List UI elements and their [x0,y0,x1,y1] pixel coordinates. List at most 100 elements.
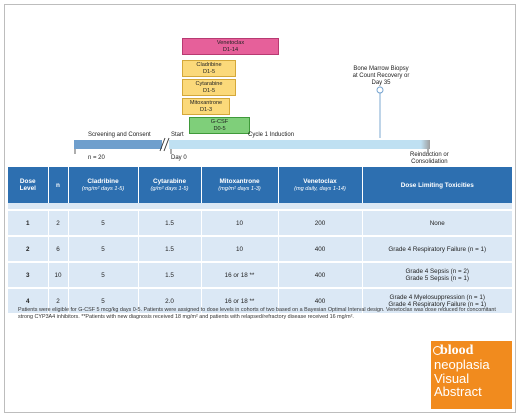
biopsy-marker-icon [376,86,384,138]
table-row: 4 2 5 2.0 16 or 18 ** 400 Grade 4 Myelos… [8,288,512,315]
cell-mitoxantrone: 16 or 18 ** [201,288,279,315]
biopsy-label: Bone Marrow Biopsy at Count Recovery or … [336,66,426,87]
header-venetoclax-name: Venetoclax [303,178,337,185]
header-mitoxantrone-name: Mitoxantrone [219,178,260,185]
cell-n: 2 [48,210,69,237]
reinduction-line2: Consolidation [411,159,448,165]
cell-venetoclax: 200 [278,210,363,237]
cell-level: 1 [8,210,49,237]
blood-drop-logo-icon [433,346,442,355]
venetoclax-days: D1-14 [222,47,239,53]
footnote: Patients were eligible for G-CSF 5 mcg/k… [18,307,496,320]
brand-line3: Visual [434,371,470,386]
cycle-label: Cycle 1 Induction [248,132,295,138]
dlt-line2: Grade 4 Respiratory Failure (n = 1) [388,301,487,308]
table-row: 1 2 5 1.5 10 200 None [8,210,512,237]
cell-dlt: Grade 4 Respiratory Failure (n = 1) [362,236,512,263]
header-mitoxantrone: Mitoxantrone (mg/m² days 1-3) [201,167,279,203]
header-n: n [48,167,69,203]
table-row: 2 6 5 1.5 10 400 Grade 4 Respiratory Fai… [8,236,512,263]
mitoxantrone-name: Mitoxantrone [189,100,223,106]
cell-cytarabine: 2.0 [138,288,202,315]
table-header-row: Dose Level n Cladribine (mg/m² days 1-5)… [8,167,512,203]
reinduction-label: Reinduction or Consolidation [410,152,449,166]
cell-cladribine: 5 [68,236,139,263]
header-cytarabine: Cytarabine (g/m² days 1-5) [138,167,202,203]
cytarabine-days: D1-5 [202,88,216,94]
table-row: 3 10 5 1.5 16 or 18 ** 400 Grade 4 Sepsi… [8,262,512,289]
biopsy-line1: Bone Marrow Biopsy [353,66,409,72]
cell-level: 3 [8,262,49,289]
cladribine-name: Cladribine [196,62,222,68]
gcsf-days: D0-5 [213,126,226,132]
start-label: Start [171,132,184,138]
cell-venetoclax: 400 [278,236,363,263]
mitoxantrone-bar: Mitoxantrone D1-3 [182,98,230,115]
dlt-line1: Grade 4 Respiratory Failure (n = 1) [388,245,487,253]
phase-end-bar [421,140,430,149]
reinduction-line1: Reinduction or [410,152,449,158]
gcsf-name: G-CSF [210,119,229,125]
header-mitoxantrone-unit: (mg/m² days 1-3) [218,186,261,192]
cell-cladribine: 5 [68,262,139,289]
biopsy-line2: at Count Recovery or [352,73,410,79]
header-cladribine-unit: (mg/m² days 1-5) [81,186,125,192]
treatment-timeline: Venetoclax D1-14 Cladribine D1-5 Cytarab… [8,6,512,166]
venetoclax-bar: Venetoclax D1-14 [182,38,279,55]
brand-line2: neoplasia [434,357,490,372]
cell-dlt: None [362,210,512,237]
cell-cytarabine: 1.5 [138,262,202,289]
dose-level-table: Dose Level n Cladribine (mg/m² days 1-5)… [8,167,513,315]
blood-neoplasia-visual-abstract-logo: blood neoplasia Visual Abstract [431,341,512,409]
figure-frame [4,4,516,413]
header-cladribine: Cladribine (mg/m² days 1-5) [68,167,139,203]
dlt-line2: Grade 5 Sepsis (n = 1) [405,275,470,282]
cell-dlt: Grade 4 Myelosuppression (n = 1) Grade 4… [362,288,512,315]
cell-dlt: Grade 4 Sepsis (n = 2) Grade 5 Sepsis (n… [362,262,512,289]
timeline-ticks [74,149,429,154]
cell-cladribine: 5 [68,210,139,237]
cell-cytarabine: 1.5 [138,236,202,263]
cell-level: 4 [8,288,49,315]
cell-venetoclax: 400 [278,262,363,289]
screening-label: Screening and Consent [88,132,151,138]
header-venetoclax: Venetoclax (mg daily, days 1-14) [278,167,363,203]
header-dose-level: Dose Level [8,167,49,203]
day0-label: Day 0 [171,155,187,161]
screening-phase-bar [74,140,162,149]
cell-mitoxantrone: 16 or 18 ** [201,262,279,289]
brand-line1: blood [440,343,474,358]
cladribine-bar: Cladribine D1-5 [182,60,236,77]
cladribine-days: D1-5 [202,69,216,75]
gcsf-bar: G-CSF D0-5 [189,117,250,134]
table-spacer-row [8,203,513,211]
dlt-line1: None [429,219,445,227]
axis-break-icon [159,137,170,152]
cycle-phase-bar [169,140,421,149]
header-dose-line2: Level [19,185,36,192]
venetoclax-name: Venetoclax [216,40,245,46]
cytarabine-name: Cytarabine [195,81,223,87]
cell-venetoclax: 400 [278,288,363,315]
cell-n: 6 [48,236,69,263]
cell-n: 10 [48,262,69,289]
brand-line4: Abstract [434,384,482,399]
cell-mitoxantrone: 10 [201,236,279,263]
header-cytarabine-unit: (g/m² days 1-5) [150,186,189,192]
dlt-line1: Grade 4 Sepsis (n = 2) [405,268,470,275]
header-dose-line1: Dose [19,178,36,185]
cell-n: 2 [48,288,69,315]
header-venetoclax-unit: (mg daily, days 1-14) [294,186,346,192]
header-cladribine-name: Cladribine [87,178,119,185]
mitoxantrone-days: D1-3 [199,107,213,113]
header-dlt: Dose Limiting Toxicities [362,167,512,203]
cell-cytarabine: 1.5 [138,210,202,237]
n-label: n = 20 [88,155,105,161]
spacer-cell [8,203,513,211]
cell-cladribine: 5 [68,288,139,315]
cytarabine-bar: Cytarabine D1-5 [182,79,236,96]
header-cytarabine-name: Cytarabine [152,178,187,185]
dlt-line1: Grade 4 Myelosuppression (n = 1) [389,294,485,301]
biopsy-line3: Day 35 [371,80,391,86]
cell-level: 2 [8,236,49,263]
